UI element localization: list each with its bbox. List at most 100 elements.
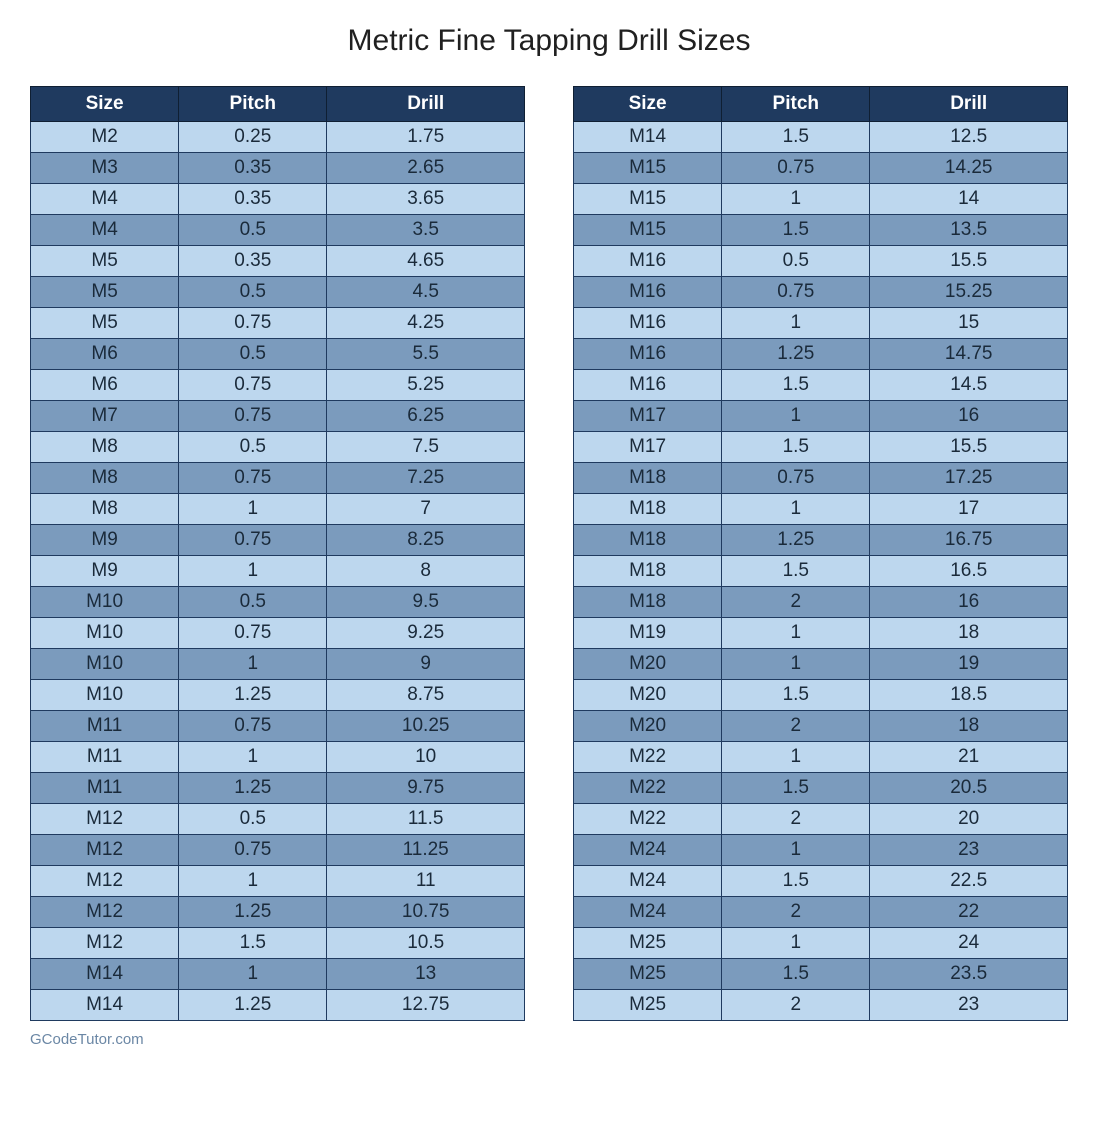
cell-pitch: 0.35	[179, 153, 327, 184]
cell-pitch: 0.75	[179, 618, 327, 649]
cell-size: M18	[574, 463, 722, 494]
cell-drill: 12.75	[327, 990, 525, 1021]
cell-pitch: 1	[179, 556, 327, 587]
cell-drill: 4.65	[327, 246, 525, 277]
table-row: M111.259.75	[31, 773, 525, 804]
cell-drill: 11.25	[327, 835, 525, 866]
cell-pitch: 0.75	[722, 463, 870, 494]
cell-size: M14	[31, 959, 179, 990]
cell-pitch: 1.5	[722, 122, 870, 153]
cell-size: M7	[31, 401, 179, 432]
cell-drill: 5.5	[327, 339, 525, 370]
cell-pitch: 2	[722, 897, 870, 928]
cell-size: M4	[31, 184, 179, 215]
col-header-size: Size	[31, 87, 179, 122]
cell-pitch: 1	[722, 494, 870, 525]
right-table-body: M141.512.5M150.7514.25M15114M151.513.5M1…	[574, 122, 1068, 1021]
cell-size: M24	[574, 835, 722, 866]
table-row: M171.515.5	[574, 432, 1068, 463]
table-row: M70.756.25	[31, 401, 525, 432]
table-row: M160.7515.25	[574, 277, 1068, 308]
left-table-body: M20.251.75M30.352.65M40.353.65M40.53.5M5…	[31, 122, 525, 1021]
table-row: M918	[31, 556, 525, 587]
cell-pitch: 0.35	[179, 184, 327, 215]
cell-pitch: 1	[722, 649, 870, 680]
cell-pitch: 1	[179, 494, 327, 525]
cell-size: M10	[31, 618, 179, 649]
table-row: M141.512.5	[574, 122, 1068, 153]
cell-size: M22	[574, 773, 722, 804]
cell-size: M9	[31, 525, 179, 556]
cell-drill: 8	[327, 556, 525, 587]
cell-drill: 13.5	[870, 215, 1068, 246]
table-row: M11110	[31, 742, 525, 773]
cell-size: M16	[574, 370, 722, 401]
cell-drill: 4.5	[327, 277, 525, 308]
cell-pitch: 1	[722, 928, 870, 959]
table-row: M22220	[574, 804, 1068, 835]
cell-pitch: 0.75	[722, 153, 870, 184]
cell-pitch: 1.25	[179, 897, 327, 928]
cell-pitch: 1.25	[722, 525, 870, 556]
table-row: M24222	[574, 897, 1068, 928]
table-row: M24123	[574, 835, 1068, 866]
page: Metric Fine Tapping Drill Sizes Size Pit…	[0, 0, 1098, 1068]
cell-pitch: 2	[722, 587, 870, 618]
cell-size: M20	[574, 711, 722, 742]
cell-drill: 13	[327, 959, 525, 990]
table-row: M90.758.25	[31, 525, 525, 556]
table-row: M110.7510.25	[31, 711, 525, 742]
cell-drill: 24	[870, 928, 1068, 959]
cell-pitch: 0.75	[179, 463, 327, 494]
table-header-row: Size Pitch Drill	[31, 87, 525, 122]
cell-drill: 2.65	[327, 153, 525, 184]
cell-size: M20	[574, 649, 722, 680]
left-table-wrap: Size Pitch Drill M20.251.75M30.352.65M40…	[30, 86, 525, 1021]
cell-size: M14	[31, 990, 179, 1021]
table-row: M30.352.65	[31, 153, 525, 184]
cell-pitch: 1.5	[722, 556, 870, 587]
cell-size: M16	[574, 246, 722, 277]
cell-size: M25	[574, 990, 722, 1021]
cell-size: M12	[31, 835, 179, 866]
cell-pitch: 1	[722, 742, 870, 773]
cell-pitch: 1.5	[722, 370, 870, 401]
cell-pitch: 1.5	[722, 773, 870, 804]
cell-pitch: 1	[179, 866, 327, 897]
table-row: M80.57.5	[31, 432, 525, 463]
cell-pitch: 1.25	[179, 990, 327, 1021]
table-row: M100.759.25	[31, 618, 525, 649]
cell-size: M14	[574, 122, 722, 153]
table-row: M50.54.5	[31, 277, 525, 308]
table-row: M22121	[574, 742, 1068, 773]
cell-drill: 14	[870, 184, 1068, 215]
cell-drill: 3.65	[327, 184, 525, 215]
cell-pitch: 1.5	[722, 959, 870, 990]
table-row: M18216	[574, 587, 1068, 618]
cell-size: M20	[574, 680, 722, 711]
cell-drill: 15.5	[870, 432, 1068, 463]
cell-size: M12	[31, 804, 179, 835]
cell-drill: 11.5	[327, 804, 525, 835]
page-title: Metric Fine Tapping Drill Sizes	[30, 24, 1068, 58]
cell-size: M4	[31, 215, 179, 246]
cell-size: M18	[574, 525, 722, 556]
cell-drill: 5.25	[327, 370, 525, 401]
cell-size: M8	[31, 463, 179, 494]
cell-size: M18	[574, 494, 722, 525]
cell-drill: 4.25	[327, 308, 525, 339]
table-header-row: Size Pitch Drill	[574, 87, 1068, 122]
cell-drill: 16.75	[870, 525, 1068, 556]
table-row: M180.7517.25	[574, 463, 1068, 494]
cell-drill: 10.75	[327, 897, 525, 928]
cell-drill: 21	[870, 742, 1068, 773]
cell-pitch: 0.75	[179, 308, 327, 339]
cell-pitch: 1	[722, 401, 870, 432]
cell-size: M16	[574, 277, 722, 308]
cell-pitch: 0.5	[179, 277, 327, 308]
table-row: M141.2512.75	[31, 990, 525, 1021]
cell-pitch: 0.75	[179, 711, 327, 742]
table-row: M100.59.5	[31, 587, 525, 618]
table-row: M25223	[574, 990, 1068, 1021]
right-table-wrap: Size Pitch Drill M141.512.5M150.7514.25M…	[573, 86, 1068, 1021]
